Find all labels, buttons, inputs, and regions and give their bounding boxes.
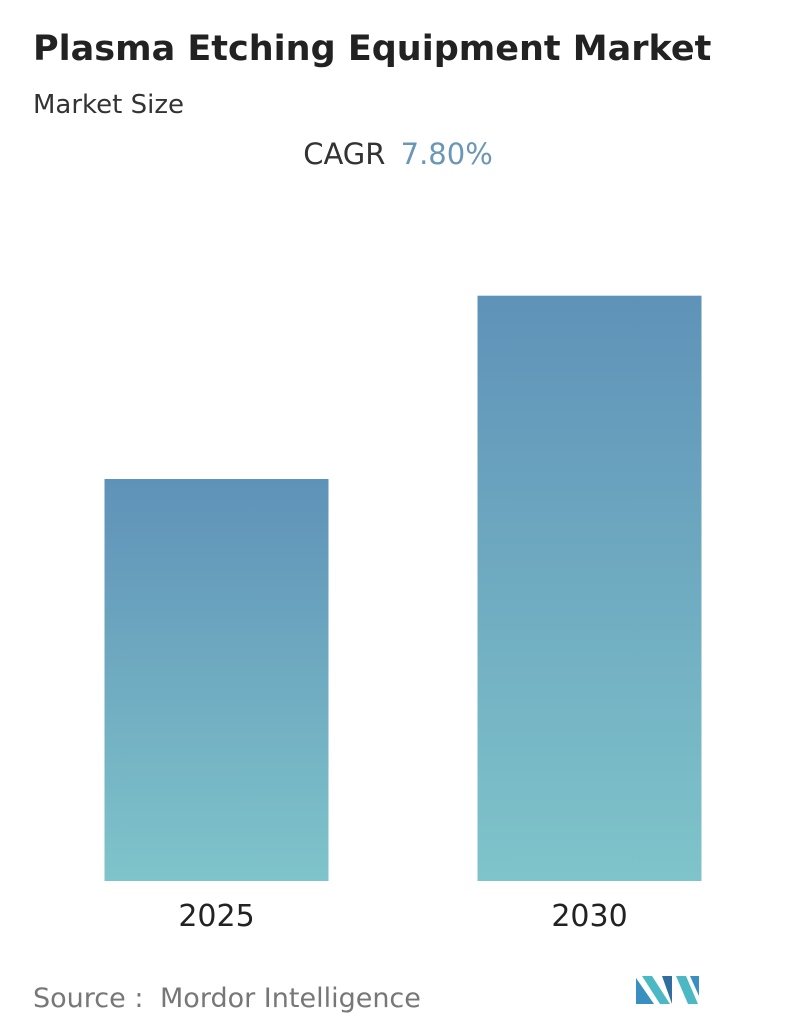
chart-subtitle: Market Size — [33, 90, 184, 120]
cagr-label: CAGR — [303, 137, 385, 171]
source-value: Mordor Intelligence — [160, 983, 421, 1014]
x-tick-label: 2030 — [551, 899, 627, 934]
cagr-value: 7.80% — [401, 137, 493, 171]
cagr: CAGR 7.80% — [303, 137, 493, 171]
logo-part — [662, 976, 672, 1004]
logo-part — [690, 976, 699, 996]
x-tick-label: 2025 — [178, 899, 254, 934]
logo-part — [676, 976, 698, 1004]
chart-title: Plasma Etching Equipment Market — [33, 29, 711, 69]
logo-part — [636, 978, 654, 1004]
logo — [636, 976, 699, 1004]
source-label: Source : — [33, 983, 143, 1014]
source: Source : Mordor Intelligence — [33, 983, 421, 1014]
bar — [104, 479, 329, 881]
bar — [477, 295, 702, 881]
logo-part — [642, 976, 670, 1004]
